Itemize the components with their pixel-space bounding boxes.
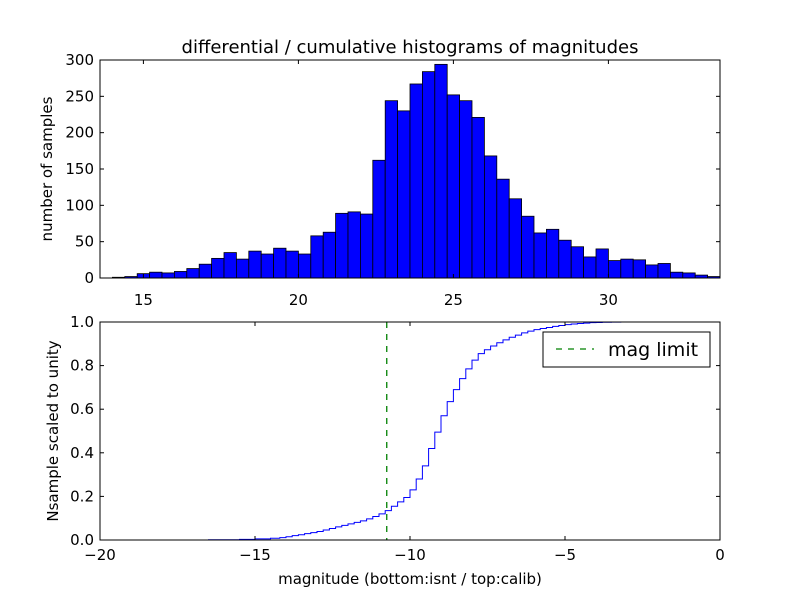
top-y-tick-label: 50: [75, 233, 94, 251]
cumulative-lines: [100, 321, 720, 541]
histogram-bar: [273, 247, 287, 279]
top-y-tick-label: 200: [65, 124, 94, 142]
top-x-tick-label: 25: [444, 291, 463, 309]
bottom-cumulative-panel: −20 −15 −10 −5 0 0.0 0.2 0.4 0.6 0.8 1.0 magnitude…: [44, 313, 725, 588]
histogram-bars: [112, 63, 721, 279]
histogram-bar: [657, 263, 671, 279]
histogram-bar: [223, 252, 237, 279]
histogram-bar: [322, 231, 337, 279]
top-y-tick-label: 300: [65, 51, 94, 69]
bottom-y-tick-label: 1.0: [70, 313, 94, 331]
histogram-bar: [372, 159, 386, 279]
histogram-bar: [434, 63, 448, 279]
histogram-bar: [608, 260, 622, 279]
histogram-bar: [496, 178, 510, 279]
histogram-bar: [645, 264, 659, 279]
bottom-y-tick-label: 0.0: [70, 531, 94, 549]
top-y-axis-label: number of samples: [38, 96, 56, 241]
top-y-tick-label: 150: [65, 160, 94, 178]
bottom-x-axis-label: magnitude (bottom:isnt / top:calib): [278, 570, 542, 588]
histogram-bar: [359, 213, 374, 279]
bottom-axis-ticks: −20 −15 −10 −5 0 0.0 0.2 0.4 0.6 0.8 1.0: [70, 313, 725, 564]
histogram-bar: [260, 253, 275, 279]
histogram-bar: [570, 246, 585, 279]
bottom-y-tick-label: 0.2: [70, 487, 94, 505]
bottom-y-tick-label: 0.4: [70, 444, 94, 462]
histogram-bar: [384, 100, 399, 279]
histogram-bar: [558, 239, 572, 279]
histogram-bar: [347, 211, 361, 279]
histogram-bar: [161, 272, 175, 279]
bottom-y-tick-label: 0.6: [70, 400, 94, 418]
histogram-bar: [471, 117, 485, 279]
histogram-bar: [173, 271, 188, 279]
histogram-bar: [595, 248, 609, 279]
bottom-x-tick-label: −15: [239, 546, 271, 564]
histogram-bar: [198, 263, 212, 279]
top-y-tick-label: 0: [84, 269, 94, 287]
histogram-bar: [682, 272, 696, 279]
histogram-bar: [620, 258, 634, 279]
histogram-bar: [446, 94, 461, 279]
histogram-bar: [583, 256, 597, 279]
histogram-bar: [186, 268, 200, 279]
bottom-x-tick-label: 0: [715, 546, 725, 564]
histogram-bar: [211, 257, 225, 279]
histogram-bar: [149, 271, 163, 279]
histogram-bar: [508, 198, 523, 279]
bottom-y-tick-label: 0.8: [70, 357, 94, 375]
top-histogram-panel: differential / cumulative histograms of …: [38, 37, 721, 309]
histogram-bar: [533, 232, 547, 279]
top-chart-title: differential / cumulative histograms of …: [182, 37, 639, 58]
bottom-y-axis-label: Nsample scaled to unity: [44, 340, 62, 521]
top-x-tick-label: 15: [134, 291, 153, 309]
histogram-bar: [285, 250, 299, 279]
histogram-bar: [248, 250, 262, 279]
cumulative-step-line: [100, 321, 720, 541]
histogram-bar: [632, 259, 647, 279]
bottom-x-tick-label: −20: [84, 546, 116, 564]
legend: mag limit: [542, 331, 711, 368]
bottom-x-tick-label: −10: [394, 546, 426, 564]
top-x-tick-label: 20: [289, 291, 308, 309]
top-y-tick-label: 100: [65, 196, 94, 214]
histogram-bar: [483, 155, 498, 279]
top-x-tick-label: 30: [599, 291, 618, 309]
histogram-bar: [409, 83, 423, 279]
histogram-bar: [521, 215, 535, 279]
legend-mag-limit-label: mag limit: [608, 339, 698, 361]
histogram-bar: [546, 228, 560, 279]
histogram-bar: [421, 71, 436, 279]
histogram-bar: [297, 253, 312, 279]
bottom-x-tick-label: −5: [554, 546, 576, 564]
histogram-bar: [397, 110, 411, 279]
histogram-bar: [459, 100, 473, 279]
histogram-bar: [670, 271, 684, 279]
top-y-tick-label: 250: [65, 87, 94, 105]
histogram-bar: [310, 235, 324, 279]
histogram-bar: [235, 258, 250, 279]
histogram-bar: [335, 212, 349, 279]
